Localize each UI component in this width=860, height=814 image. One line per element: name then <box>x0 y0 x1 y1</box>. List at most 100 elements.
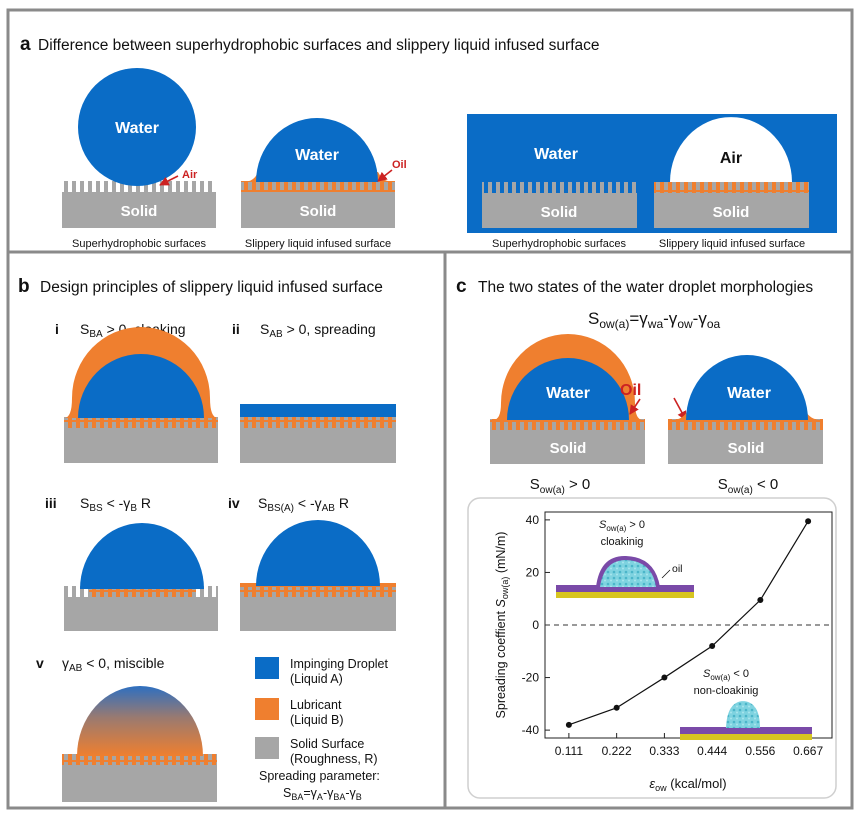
panel-c-equation: Sow(a)=γwa-γow-γoa <box>588 309 721 331</box>
x-tick-label: 0.556 <box>745 744 775 758</box>
water-label: Water <box>295 147 339 164</box>
air-arrow <box>159 175 179 186</box>
legend-lubricant-1: Lubricant <box>290 698 342 712</box>
solid-label-left: Solid <box>541 204 578 221</box>
condition-ii: SAB > 0, spreading <box>260 321 376 340</box>
oil-arrow <box>377 169 393 182</box>
condition-iv: SBS(A) < -γAB R <box>258 495 349 514</box>
data-point <box>757 597 764 604</box>
oil-arrow-left <box>629 398 641 415</box>
rough-pillars <box>62 181 216 192</box>
oil-label: Oil <box>392 159 407 171</box>
caption-slippery: Slippery liquid infused surface <box>245 238 391 250</box>
data-point <box>661 674 668 681</box>
slippery-diagram: Water Solid Oil Slippery liquid infused … <box>241 118 407 250</box>
x-tick-label: 0.111 <box>555 744 584 758</box>
diagram-cloaking <box>64 327 218 463</box>
solid-label: Solid <box>550 440 587 457</box>
legend-droplet-1: Impinging Droplet <box>290 657 388 671</box>
state-cloaking: Water Solid Sow(a) > 0 <box>490 334 645 496</box>
water-droplet <box>256 118 378 182</box>
solid-substrate <box>241 192 395 228</box>
y-tick-label: -20 <box>522 671 540 685</box>
state-neg-label: Sow(a) < 0 <box>718 476 778 496</box>
water-label: Water <box>546 385 590 402</box>
label-iv: iv <box>228 495 240 511</box>
solid-substrate-right <box>654 193 809 228</box>
series-line <box>568 520 809 726</box>
legend-droplet-2: (Liquid A) <box>290 672 343 686</box>
x-axis: 0.111 0.222 0.333 0.444 0.556 0.667 <box>555 733 823 758</box>
inset-oil-label: oil <box>672 563 683 575</box>
inset-oil-pointer <box>661 569 671 579</box>
condition-iii: SBS < -γB R <box>80 495 151 514</box>
panel-b-frame <box>6 250 447 810</box>
immersed-diagram: Water Air Solid Solid Superhydrophobic s… <box>467 114 837 250</box>
water-droplet <box>507 358 629 420</box>
caption-slippery-2: Slippery liquid infused surface <box>659 238 805 250</box>
data-point <box>805 518 812 525</box>
air-bubble <box>670 117 792 182</box>
y-tick-label: 40 <box>526 513 540 527</box>
diagram-iv <box>240 520 396 631</box>
label-ii: ii <box>232 321 240 337</box>
solid-substrate <box>62 192 216 228</box>
panel-c-frame <box>443 250 854 810</box>
water-label: Water <box>534 146 578 163</box>
panel-b-letter: b <box>18 276 30 297</box>
inset-droplet <box>726 701 760 728</box>
state-noncloaking: Water Solid Sow(a) < 0 <box>668 355 823 496</box>
data-point <box>565 721 572 728</box>
x-tick-label: 0.222 <box>602 744 632 758</box>
panel-a-letter: a <box>20 34 31 55</box>
inset-cloaking: Sow(a) > 0 cloakinig oil <box>556 519 694 598</box>
y-tick-label: 20 <box>526 565 540 579</box>
x-tick-label: 0.333 <box>649 744 679 758</box>
diagram-iii <box>64 523 218 631</box>
panel-c-letter: c <box>456 276 467 297</box>
inset-oil-layer <box>556 585 694 592</box>
y-tick-label: 0 <box>532 618 539 632</box>
legend-solid-2: (Roughness, R) <box>290 752 378 766</box>
solid-substrate-left <box>482 193 637 228</box>
caption-superhydrophobic: Superhydrophobic surfaces <box>72 238 206 250</box>
legend-swatch-droplet <box>255 657 279 679</box>
air-label: Air <box>182 169 198 181</box>
solid-label: Solid <box>728 440 765 457</box>
water-droplet <box>686 355 808 420</box>
inset-neg-condition: Sow(a) < 0 <box>703 668 749 682</box>
legend-lubricant-2: (Liquid B) <box>290 713 344 727</box>
label-v: v <box>36 655 44 671</box>
inset-pos-label: cloakinig <box>601 536 644 548</box>
panel-c-title: The two states of the water droplet morp… <box>478 279 813 296</box>
data-points <box>565 518 812 728</box>
diagram-miscible <box>62 686 217 802</box>
legend: Impinging Droplet (Liquid A) Lubricant (… <box>255 657 388 802</box>
legend-swatch-lubricant <box>255 698 279 720</box>
condition-v: γAB < 0, miscible <box>62 655 165 674</box>
legend-param-eq: SBA=γA-γBA-γB <box>283 786 362 802</box>
y-axis: -40 -20 0 20 40 <box>522 513 550 737</box>
water-label: Water <box>115 120 159 137</box>
droplet <box>78 354 204 418</box>
water-label: Water <box>727 385 771 402</box>
lubricant-layer <box>241 181 395 192</box>
air-bubble-label: Air <box>720 150 742 167</box>
panel-b-title: Design principles of slippery liquid inf… <box>40 279 383 296</box>
x-tick-label: 0.667 <box>793 744 823 758</box>
y-axis-label: Spreading coeffient Sow(a) (mN/m) <box>494 532 510 719</box>
lubricant-layer-right <box>654 182 809 193</box>
y-tick-label: -40 <box>522 723 540 737</box>
water-droplet <box>78 68 196 186</box>
legend-solid-1: Solid Surface <box>290 737 364 751</box>
droplet <box>256 520 380 586</box>
inset-noncloaking: Sow(a) < 0 non-cloakinig <box>680 668 812 740</box>
x-axis-label: εow (kcal/mol) <box>649 776 726 793</box>
oil-label: Oil <box>620 382 641 399</box>
state-pos-label: Sow(a) > 0 <box>530 476 590 496</box>
inset-oil-layer <box>680 727 812 734</box>
droplet <box>80 523 204 589</box>
superhydrophobic-diagram: Water Solid Air Superhydrophobic surface… <box>62 68 216 250</box>
